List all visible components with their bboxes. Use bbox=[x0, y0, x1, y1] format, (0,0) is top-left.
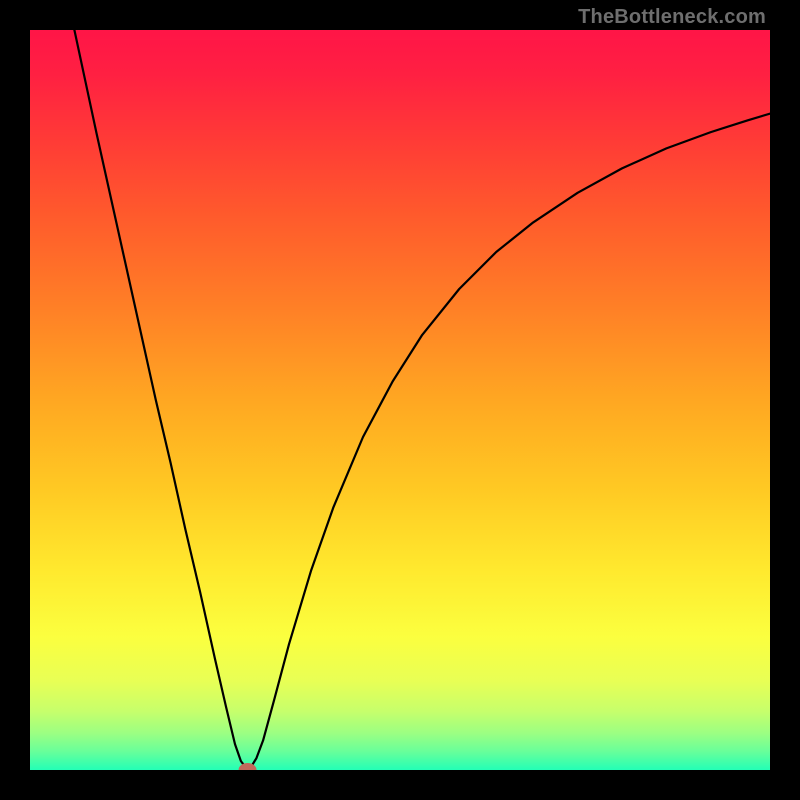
chart-svg bbox=[30, 30, 770, 770]
gradient-background bbox=[30, 30, 770, 770]
watermark-text: TheBottleneck.com bbox=[578, 6, 766, 29]
plot-area bbox=[30, 30, 770, 770]
chart-frame: TheBottleneck.com bbox=[0, 0, 800, 800]
